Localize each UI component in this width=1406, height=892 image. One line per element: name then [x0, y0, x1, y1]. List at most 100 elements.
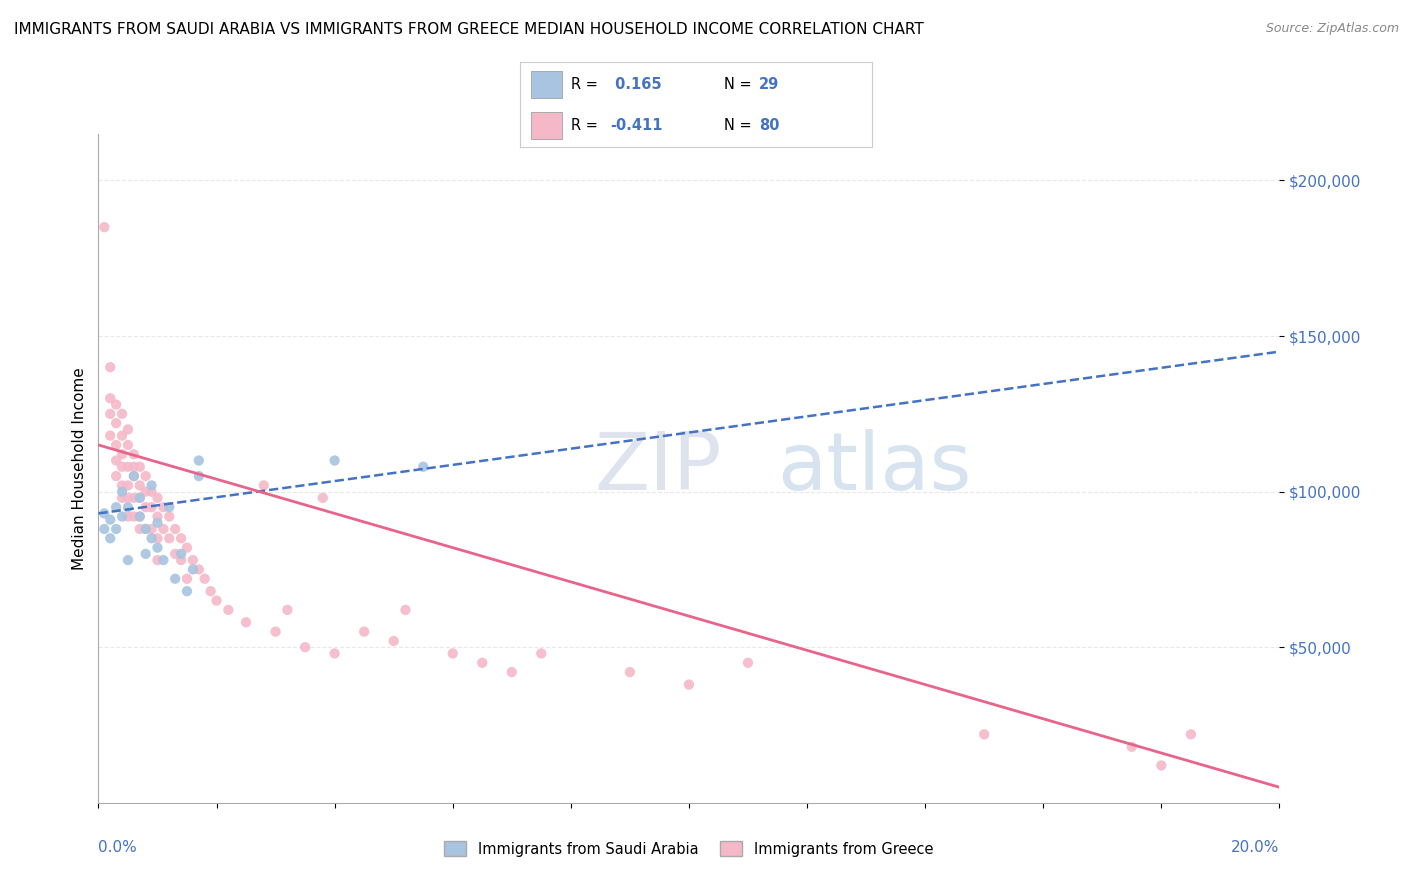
Point	[117, 509, 139, 524]
Point	[135, 522, 157, 536]
Point	[382, 634, 405, 648]
Point	[157, 509, 180, 524]
Point	[176, 572, 198, 586]
Point	[165, 572, 187, 586]
Point	[98, 428, 121, 442]
Point	[128, 478, 150, 492]
Point	[135, 484, 157, 499]
Point	[111, 491, 134, 505]
Point	[117, 491, 139, 505]
Point	[93, 507, 115, 521]
Point	[1180, 727, 1202, 741]
Point	[501, 665, 523, 679]
Point	[165, 547, 187, 561]
Text: IMMIGRANTS FROM SAUDI ARABIA VS IMMIGRANTS FROM GREECE MEDIAN HOUSEHOLD INCOME C: IMMIGRANTS FROM SAUDI ARABIA VS IMMIGRAN…	[14, 22, 924, 37]
Point	[105, 453, 128, 467]
Point	[111, 447, 134, 461]
Point	[141, 484, 163, 499]
Point	[176, 584, 198, 599]
Point	[264, 624, 287, 639]
Point	[187, 453, 209, 467]
Point	[294, 640, 316, 655]
Point	[98, 360, 121, 375]
Point	[973, 727, 995, 741]
Point	[117, 478, 139, 492]
Point	[235, 615, 257, 630]
Point	[170, 547, 193, 561]
Point	[98, 531, 121, 545]
Point	[205, 593, 228, 607]
Point	[152, 553, 174, 567]
Point	[122, 509, 145, 524]
Point	[93, 522, 115, 536]
Text: R =: R =	[571, 77, 603, 92]
Point	[135, 522, 157, 536]
Text: 0.0%: 0.0%	[98, 839, 138, 855]
Y-axis label: Median Household Income: Median Household Income	[72, 367, 87, 570]
Point	[181, 553, 204, 567]
Point	[105, 500, 128, 515]
Text: R =: R =	[571, 118, 603, 133]
Point	[105, 438, 128, 452]
Point	[146, 553, 169, 567]
Point	[117, 459, 139, 474]
Point	[412, 459, 434, 474]
Point	[678, 677, 700, 691]
Text: 0.165: 0.165	[610, 77, 661, 92]
Point	[111, 407, 134, 421]
Point	[117, 500, 139, 515]
Point	[187, 469, 209, 483]
Text: 20.0%: 20.0%	[1232, 839, 1279, 855]
Legend: Immigrants from Saudi Arabia, Immigrants from Greece: Immigrants from Saudi Arabia, Immigrants…	[439, 835, 939, 863]
Point	[135, 469, 157, 483]
Point	[128, 509, 150, 524]
Point	[194, 572, 217, 586]
Text: 80: 80	[759, 118, 780, 133]
Point	[128, 491, 150, 505]
Point	[111, 484, 134, 499]
Point	[323, 453, 346, 467]
Point	[157, 500, 180, 515]
Point	[737, 656, 759, 670]
Point	[105, 469, 128, 483]
Point	[93, 220, 115, 235]
Point	[165, 522, 187, 536]
Text: -0.411: -0.411	[610, 118, 662, 133]
Point	[111, 509, 134, 524]
Point	[122, 447, 145, 461]
Point	[1121, 739, 1143, 754]
Point	[111, 459, 134, 474]
Point	[200, 584, 222, 599]
Point	[1150, 758, 1173, 772]
FancyBboxPatch shape	[531, 112, 562, 139]
Point	[146, 541, 169, 555]
Text: ZIP: ZIP	[595, 429, 721, 508]
Point	[141, 500, 163, 515]
Text: N =: N =	[724, 77, 756, 92]
Point	[152, 522, 174, 536]
Point	[105, 397, 128, 411]
Point	[170, 531, 193, 545]
Point	[146, 516, 169, 530]
Point	[141, 522, 163, 536]
Point	[141, 478, 163, 492]
Text: atlas: atlas	[778, 429, 972, 508]
Text: 29: 29	[759, 77, 779, 92]
Point	[353, 624, 375, 639]
Point	[105, 416, 128, 430]
Point	[128, 491, 150, 505]
Point	[117, 422, 139, 436]
FancyBboxPatch shape	[531, 71, 562, 98]
Point	[312, 491, 335, 505]
Point	[471, 656, 494, 670]
Point	[157, 531, 180, 545]
Point	[135, 547, 157, 561]
Point	[146, 531, 169, 545]
Text: N =: N =	[724, 118, 756, 133]
Point	[98, 407, 121, 421]
Point	[117, 438, 139, 452]
Point	[441, 647, 464, 661]
Point	[394, 603, 416, 617]
Point	[530, 647, 553, 661]
Point	[146, 491, 169, 505]
